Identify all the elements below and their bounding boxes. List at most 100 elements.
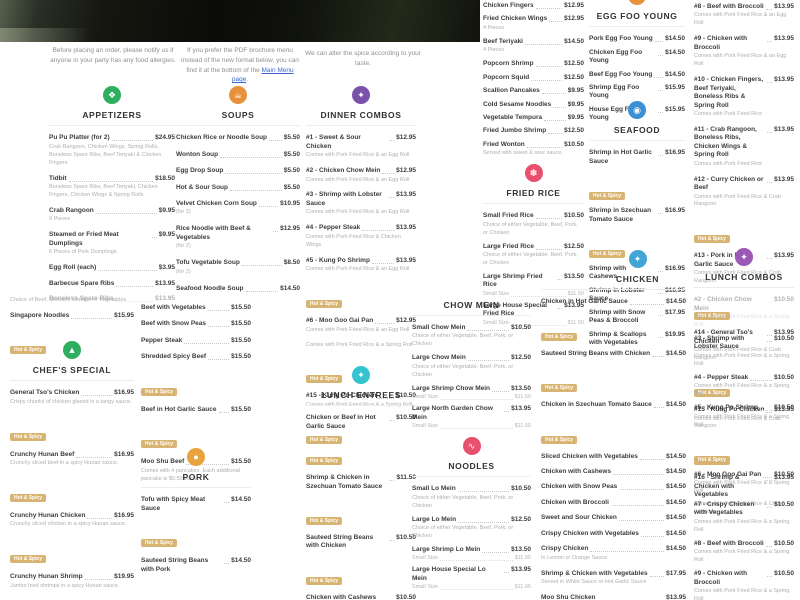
item-description: Comes with Pork Fried Rice & Crab Rangoo…	[694, 193, 781, 208]
dotted-leader	[548, 127, 563, 135]
item-price: $14.50	[666, 514, 686, 522]
item-description: Comes with Pork Fried Rice & a Spring Ro…	[694, 518, 790, 533]
item-description: Comes with Pork Fried Rice & Crab Rangoo…	[694, 270, 781, 285]
item-description: Comes with Pork Fried Rice & an Egg Roll	[694, 53, 787, 68]
dotted-leader	[535, 212, 563, 220]
item-small-size-price: Small Size $11.50	[412, 423, 531, 430]
item-description: Choice of Beef, Chicken, Shrimp, or Vege…	[10, 297, 127, 303]
item-price: $5.50	[283, 150, 300, 158]
item-name: Sauteed String Beans with Chicken	[541, 349, 651, 357]
section-seafood: ◉ SEAFOOD Shrimp in Hot Garlic Sauce $16.…	[589, 101, 685, 352]
small-size-label: Small Size	[412, 584, 438, 591]
dotted-leader	[767, 335, 773, 343]
menu-item: Small Lo Mein $10.50 Choice of either Vege…	[412, 485, 531, 510]
header-photo	[0, 0, 480, 42]
dotted-leader	[535, 2, 563, 9]
dotted-leader	[557, 273, 563, 280]
section-header: ❖ APPETIZERS	[49, 86, 175, 120]
dotted-leader	[763, 471, 773, 478]
small-size-label: Small Size	[483, 319, 509, 326]
section-header: ✦ LUNCH COMBOS	[694, 248, 794, 282]
section-title: FRIED RICE	[506, 188, 561, 199]
item-price: $9.95	[567, 87, 584, 95]
item-price: $15.50	[231, 405, 251, 413]
item-price: $5.50	[283, 183, 300, 191]
item-description: Comes with 4 pancakes. Each additional p…	[141, 467, 241, 482]
dotted-leader	[597, 594, 665, 600]
item-price: $10.50	[396, 533, 416, 541]
item-price: $13.95	[396, 224, 416, 232]
dotted-leader	[658, 49, 664, 56]
item-price: $18.50	[155, 174, 175, 182]
small-size-label: Small Size	[483, 290, 509, 297]
item-price: $16.95	[665, 264, 685, 272]
dotted-leader	[658, 207, 664, 215]
dotted-leader	[524, 38, 563, 45]
item-price: $24.95	[155, 134, 175, 142]
menu-item: Sliced Chicken with Vegetables $14.50	[541, 453, 686, 461]
divider	[49, 125, 175, 127]
item-price: $14.50	[564, 37, 584, 45]
menu-item: Tofu with Spicy Meat Sauce $14.50 Hot & Sp…	[141, 496, 251, 549]
item-name: Shrimp in Lobster Sauce	[589, 286, 645, 303]
item-name: #6 - Moo Goo Gai Pan	[694, 470, 762, 478]
item-small-size-price: Small Size $11.95	[412, 555, 531, 562]
dotted-leader	[658, 265, 664, 272]
menu-item: Small Chow Mein $10.50 Choice of either Ve…	[412, 324, 531, 349]
section-title: SOUPS	[221, 110, 255, 121]
item-description: Comes with Pork Fried Rice	[694, 110, 763, 117]
dotted-leader	[504, 566, 510, 574]
dotted-leader	[639, 453, 665, 460]
menu-item: #8 - Beef with Broccoli $13.95 Comes with …	[694, 3, 794, 28]
small-size-price: $11.50	[567, 319, 584, 326]
item-name: Large North Garden Chow Mein	[412, 405, 493, 421]
item-name: Cold Sesame Noodles	[483, 100, 552, 108]
main-menu-page-link[interactable]: Main Menu page	[231, 66, 294, 84]
item-price: $13.95	[774, 3, 794, 10]
dotted-leader	[653, 401, 665, 409]
menu-item: #4 - Pepper Steak $10.50 Comes with Pork F…	[694, 374, 794, 399]
section-title: LUNCH ENTREES	[320, 390, 402, 401]
item-name: Velvet Chicken Corn Soup	[176, 199, 257, 207]
item-name: Crunchy Hunan Beef	[10, 450, 75, 458]
item-description: Comes with Pork Fried Rice & Crab Rangoo…	[694, 500, 781, 515]
item-name: Crunchy Hunan Shrimp	[10, 573, 83, 581]
menu-item: Large Fried Rice $12.50 Choice of either V…	[483, 243, 584, 268]
dotted-leader	[225, 167, 282, 175]
menu-item: Pork Egg Foo Young $14.50	[589, 35, 685, 43]
hot-and-spicy-badge: Hot & Spicy	[306, 375, 343, 384]
item-name: Shrimp with Snow Peas & Broccoli	[589, 308, 646, 325]
item-name: Popcorn Squid	[483, 73, 530, 81]
menu-item: #6 - Moo Goo Gai Pan $12.95 Comes with Por…	[306, 317, 416, 334]
item-price: $9.95	[158, 206, 175, 214]
section-lunch-entrees: ✦ LUNCH ENTREES Chicken or Beef in Hot G…	[306, 366, 416, 600]
section-header: ▲ CHEF'S SPECIAL	[10, 341, 134, 375]
item-name: Pu Pu Platter (for 2)	[49, 134, 110, 142]
item-small-size-price: Small Size $11.95	[412, 584, 531, 591]
item-name: Beef Teriyaki	[483, 37, 523, 45]
menu-item: #2 - Chicken Chow Mein $10.50 Comes with P…	[694, 296, 794, 330]
menu-item: Choice of Beef, Chicken, Shrimp, or Vege…	[10, 297, 134, 305]
menu-item: #6 - Moo Goo Gai Pan $10.50 Comes with Por…	[694, 471, 794, 496]
small-size-price: $11.95	[514, 584, 531, 591]
menu-item: Comes with Pork Fried Rice & a Spring Ro…	[306, 342, 416, 386]
hot-and-spicy-badge: Hot & Spicy	[141, 539, 178, 548]
item-price: $10.50	[564, 140, 584, 148]
item-price: $13.95	[774, 474, 794, 482]
dotted-leader	[269, 134, 282, 142]
menu-item: Large House Special Lo Mein $13.95 Small S…	[412, 566, 531, 591]
dotted-leader	[652, 350, 665, 357]
menu-item: #3 - Shrimp with Lobster Sauce $13.95 Come…	[306, 191, 416, 217]
item-price: $12.50	[564, 60, 584, 68]
menu-item: Chicken or Beef in Hot Garlic Sauce $10.5…	[306, 414, 416, 467]
section-title: CHOW MEIN	[443, 300, 500, 310]
item-name: Sliced Chicken with Vegetables	[541, 452, 638, 460]
menu-item: Pu Pu Platter (for 2) $24.95 Crab Rangoon,…	[49, 134, 175, 167]
dotted-leader	[467, 354, 510, 362]
lunch-combos-icon: ✦	[735, 248, 753, 266]
item-name: Boneless Spare Ribs	[49, 295, 114, 303]
lunch-entrees-icon: ✦	[352, 366, 370, 384]
item-name: Large Shrimp Chow Mein	[412, 384, 491, 392]
hot-and-spicy-badge: Hot & Spicy	[141, 440, 178, 449]
